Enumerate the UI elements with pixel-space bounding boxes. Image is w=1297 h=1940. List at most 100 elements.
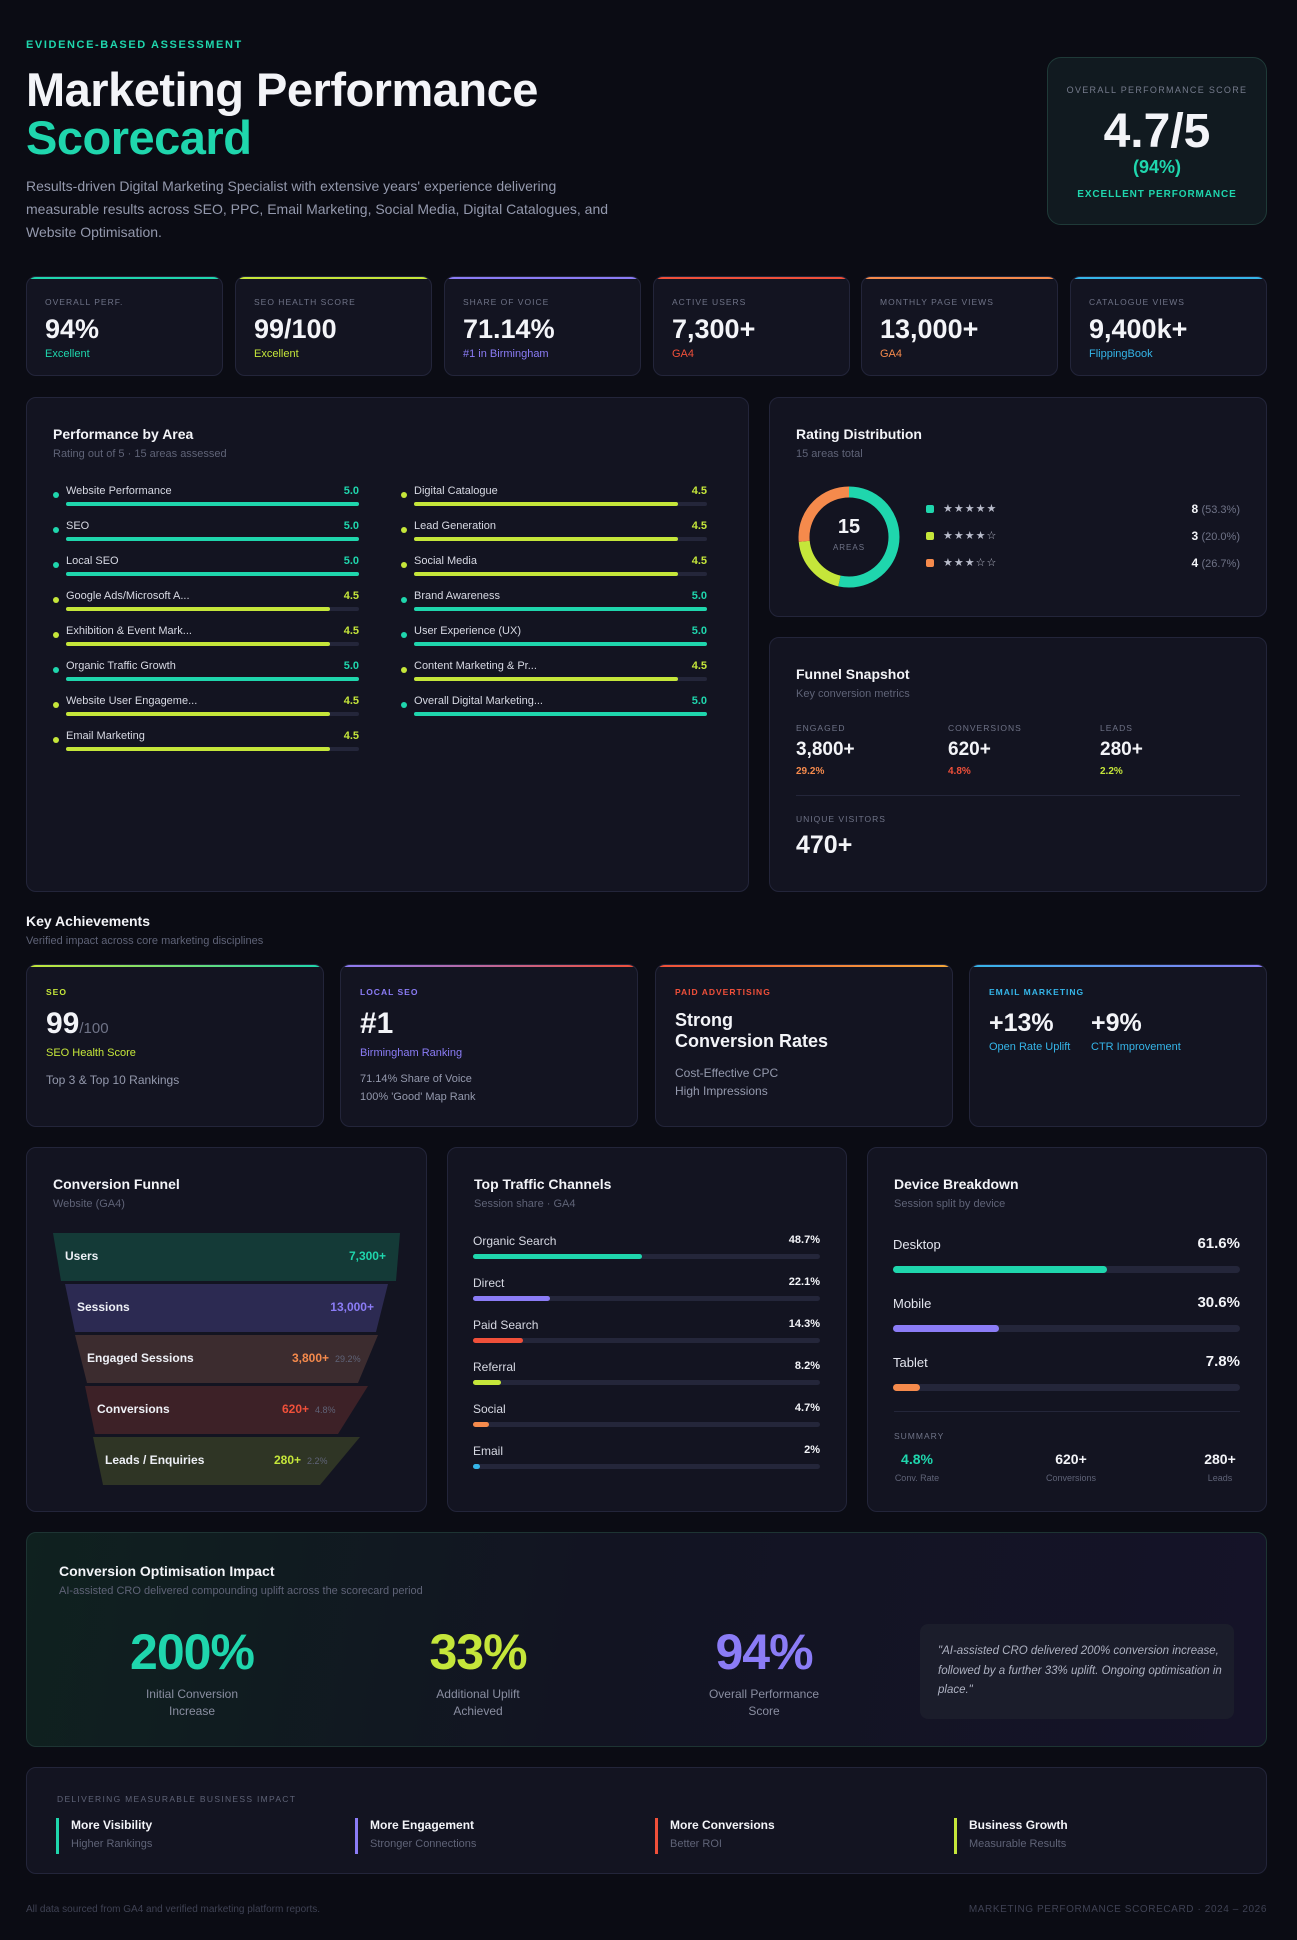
status-dot <box>53 667 59 673</box>
funnel-metric-value: 280+ <box>1100 739 1143 760</box>
performance-subtitle: Rating out of 5 · 15 areas assessed <box>53 448 227 460</box>
impact-title: Business Growth <box>969 1818 1068 1832</box>
cro-stat-label: Score <box>748 1704 780 1718</box>
channel-name: Email <box>473 1444 504 1458</box>
rating-subtitle: 15 areas total <box>796 448 863 460</box>
achievement-line: Cost-Effective CPC <box>675 1066 779 1080</box>
performance-item-name: Exhibition & Event Mark... <box>66 625 192 637</box>
device-bar-track <box>893 1384 1240 1391</box>
channel-bar-fill <box>473 1464 480 1469</box>
rating-bar-fill <box>414 607 707 611</box>
rating-bar-fill <box>66 642 330 646</box>
divider <box>796 795 1240 796</box>
kpi-value: 7,300+ <box>672 314 756 344</box>
funnel-snapshot-subtitle: Key conversion metrics <box>796 688 910 700</box>
rating-bar-fill <box>414 642 707 646</box>
card-accent-bar <box>27 965 323 967</box>
donut-center-label: AREAS <box>832 543 866 552</box>
kpi-value: 94% <box>45 314 100 344</box>
funnel-stage: Engaged Sessions <box>75 1335 378 1383</box>
kpi-value: 71.14% <box>463 314 555 344</box>
traffic-title: Top Traffic Channels <box>474 1176 612 1192</box>
performance-item-name: Content Marketing & Pr... <box>414 660 537 672</box>
cro-stat-label: Achieved <box>453 1704 503 1718</box>
star-rating: ★★★☆☆ <box>943 557 998 569</box>
funnel-metric-pct: 4.8% <box>948 766 971 777</box>
device-row: Desktop 61.6% <box>893 1235 1240 1275</box>
kpi-accent-bar <box>445 277 640 279</box>
channel-bar-track <box>473 1380 820 1385</box>
devices-summary-label: SUMMARY <box>894 1431 945 1441</box>
funnel-stage: Leads / Enquiries <box>93 1437 360 1485</box>
header-description: Results-driven Digital Marketing Special… <box>26 178 609 240</box>
device-bar-track <box>893 1325 1240 1332</box>
performance-item: Lead Generation 4.5 <box>401 520 707 550</box>
impact-sub: Higher Rankings <box>71 1838 153 1850</box>
cro-stat-value: 33% <box>429 1624 527 1680</box>
traffic-channel-row: Direct 22.1% <box>473 1276 820 1306</box>
impact-item: Business Growth Measurable Results <box>954 1818 1068 1854</box>
funnel-metric-label: LEADS <box>1100 723 1133 733</box>
impact-item: More Visibility Higher Rankings <box>56 1818 152 1854</box>
kpi-sub: FlippingBook <box>1089 348 1153 360</box>
funnel-snapshot-card: Funnel Snapshot Key conversion metrics U… <box>769 637 1267 892</box>
device-bar-fill <box>893 1325 1000 1332</box>
funnel-stage-value: 3,800+ 29.2% <box>292 1351 361 1365</box>
kpi-sub: GA4 <box>880 348 903 360</box>
score-value: 4.7/5 <box>1103 105 1211 158</box>
achievement-eyebrow: PAID ADVERTISING <box>675 987 771 997</box>
cro-stat-value: 94% <box>715 1624 813 1680</box>
channel-bar-fill <box>473 1296 550 1301</box>
rating-bar-track <box>66 572 359 576</box>
rating-row: ★★★★★ 8 (53.3%) <box>925 502 1240 518</box>
traffic-channel-row: Organic Search 48.7% <box>473 1234 820 1264</box>
rating-bar-track <box>414 572 707 576</box>
traffic-subtitle: Session share · GA4 <box>474 1198 576 1210</box>
summary-label: Conversions <box>1045 1473 1097 1483</box>
conversion-funnel-title: Conversion Funnel <box>53 1176 180 1192</box>
status-dot <box>53 527 59 533</box>
achievement-line: High Impressions <box>675 1084 768 1098</box>
impact-title: More Engagement <box>370 1818 475 1832</box>
funnel-stage-value: 280+ 2.2% <box>274 1453 328 1467</box>
kpi-accent-bar <box>1071 277 1266 279</box>
device-row: Tablet 7.8% <box>893 1353 1240 1393</box>
performance-item-name: Website Performance <box>66 485 172 497</box>
device-bar-fill <box>893 1384 921 1391</box>
status-dot <box>401 562 407 568</box>
email-open-rate-value: +13% <box>989 1009 1054 1037</box>
achievement-big: Strong <box>675 1010 733 1030</box>
rating-bar-track <box>66 747 359 751</box>
channel-bar-track <box>473 1338 820 1343</box>
channel-pct: 22.1% <box>788 1276 820 1288</box>
unique-visitors-value: 470+ <box>796 831 853 859</box>
achievement-paid-card: PAID ADVERTISING Strong Conversion Rates… <box>655 964 953 1127</box>
channel-pct: 14.3% <box>788 1318 820 1330</box>
kpi-card: MONTHLY PAGE VIEWS 13,000+ GA4 <box>861 276 1058 376</box>
score-percent: (94%) <box>1132 157 1181 177</box>
performance-item-name: Digital Catalogue <box>414 485 498 497</box>
rating-bar-track <box>66 502 359 506</box>
card-accent-bar <box>656 965 952 967</box>
channel-name: Direct <box>473 1276 505 1290</box>
funnel-metric-value: 620+ <box>948 739 991 760</box>
performance-item: User Experience (UX) 5.0 <box>401 625 707 655</box>
cro-stat-label: Increase <box>168 1704 216 1718</box>
cro-quote-box: "AI-assisted CRO delivered 200% conversi… <box>920 1624 1234 1719</box>
funnel-metric-value: 3,800+ <box>796 739 855 760</box>
performance-item-score: 4.5 <box>343 625 359 637</box>
page-title-accent: Scorecard <box>26 111 252 164</box>
rating-bar-track <box>66 642 359 646</box>
devices-subtitle: Session split by device <box>894 1198 1006 1210</box>
achievement-accent: SEO Health Score <box>46 1047 136 1059</box>
kpi-card: OVERALL PERF. 94% Excellent <box>26 276 223 376</box>
donut-segment <box>798 486 900 588</box>
funnel-metric-pct: 2.2% <box>1100 766 1123 777</box>
achievement-big: 99/100 <box>46 1007 109 1040</box>
funnel-stage: Users <box>53 1233 400 1281</box>
funnel-stage: Conversions <box>85 1386 368 1434</box>
channel-bar-track <box>473 1464 820 1469</box>
channel-pct: 2% <box>804 1444 820 1456</box>
achievement-big: Conversion Rates <box>675 1031 829 1051</box>
achievement-seo-card: SEO 99/100 SEO Health Score Top 3 & Top … <box>26 964 324 1127</box>
